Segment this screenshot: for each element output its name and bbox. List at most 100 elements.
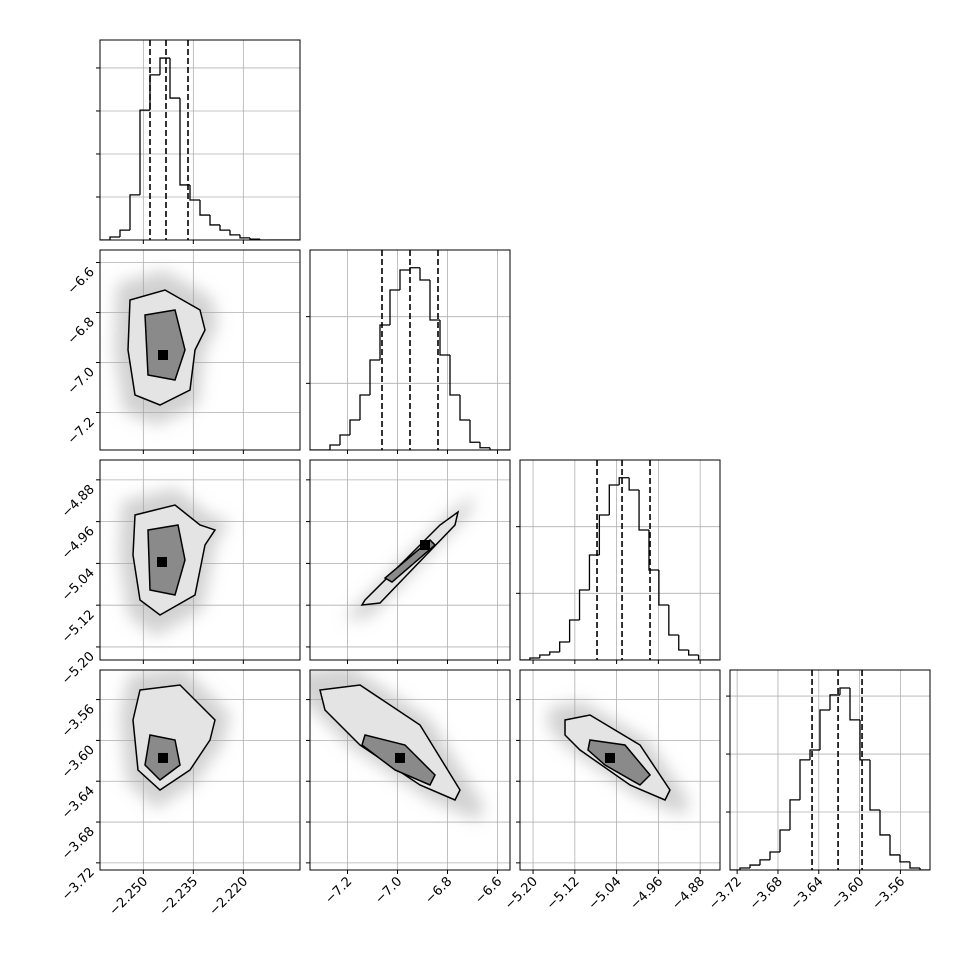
x-tick-label: −2.250 — [107, 874, 152, 919]
panel — [100, 670, 300, 870]
x-tick-label: −4.96 — [627, 874, 666, 913]
panel-frame — [519, 669, 721, 871]
panel — [310, 670, 510, 870]
panel-frame — [519, 459, 721, 661]
x-tick-label: −5.20 — [502, 874, 541, 913]
density-peak — [395, 752, 405, 763]
panel-frame — [99, 249, 301, 451]
x-tick-label: −7.0 — [372, 874, 405, 907]
y-tick-label: −6.6 — [65, 265, 98, 298]
panel-frame — [309, 669, 511, 871]
histogram-step — [668, 605, 679, 636]
histogram-step — [628, 477, 640, 491]
x-tick-label: −3.64 — [788, 874, 827, 913]
histogram-step — [109, 236, 120, 240]
histogram-step — [678, 635, 689, 651]
histogram-step — [638, 490, 649, 531]
histogram-step — [349, 419, 360, 435]
density-peak — [420, 540, 430, 551]
panel-frame — [99, 39, 301, 241]
histogram-step — [159, 57, 170, 75]
density-peak — [158, 350, 168, 360]
x-tick-label: −2.220 — [207, 874, 252, 919]
histogram-step — [697, 655, 709, 660]
histogram-step — [688, 650, 699, 656]
histogram-step — [189, 184, 200, 201]
panel — [100, 460, 300, 660]
panel — [520, 460, 720, 660]
histogram-step — [119, 229, 130, 237]
histogram-step — [409, 267, 420, 270]
histogram-step — [799, 759, 810, 800]
panel — [310, 250, 510, 450]
panel-frame — [309, 249, 511, 451]
y-tick-label: −5.04 — [59, 566, 98, 605]
histogram-step — [568, 619, 580, 642]
histogram-step — [439, 320, 450, 356]
x-tick-label: −6.6 — [472, 874, 505, 907]
histogram-step — [229, 230, 240, 236]
panel — [100, 40, 300, 240]
contour — [587, 739, 652, 786]
histogram-step — [588, 554, 600, 590]
histogram-step — [559, 641, 570, 652]
histogram-step — [739, 867, 750, 870]
x-tick-label: −2.235 — [157, 874, 202, 919]
contour — [144, 309, 186, 381]
histogram-step — [219, 224, 230, 231]
x-tick-label: −3.56 — [869, 874, 908, 913]
histogram-step — [199, 200, 210, 216]
panel-frame — [99, 669, 301, 871]
histogram-step — [529, 657, 540, 660]
histogram-step — [149, 74, 160, 111]
histogram-step — [769, 851, 780, 860]
y-tick-label: −5.12 — [59, 607, 98, 646]
y-tick-label: −4.96 — [59, 524, 98, 563]
panel — [100, 250, 300, 450]
histogram-step — [169, 58, 180, 99]
x-tick-label: −3.60 — [829, 874, 868, 913]
histogram-step — [389, 289, 400, 325]
histogram-step — [129, 194, 140, 231]
histogram-step — [359, 394, 370, 420]
histogram-step — [839, 687, 850, 695]
histogram-step — [658, 570, 669, 606]
histogram-step — [578, 589, 590, 620]
x-tick-label: −3.72 — [706, 874, 745, 913]
histogram-step — [399, 269, 410, 290]
density-peak — [604, 752, 615, 763]
histogram-step — [449, 355, 460, 396]
histogram-step — [819, 709, 830, 750]
histogram-step — [809, 749, 820, 760]
histogram-step — [909, 861, 920, 869]
histogram-step — [608, 484, 620, 515]
x-tick-label: −6.8 — [422, 874, 455, 907]
histogram-step — [849, 687, 860, 721]
panel — [730, 670, 930, 870]
x-tick-label: −5.04 — [586, 874, 625, 913]
panel — [310, 460, 510, 660]
histogram-step — [489, 447, 500, 450]
y-tick-label: −3.64 — [59, 783, 98, 822]
x-tick-label: −3.68 — [747, 874, 786, 913]
histogram-step — [899, 854, 910, 863]
histogram-step — [549, 651, 560, 655]
y-tick-label: −6.8 — [65, 315, 98, 348]
histogram-step — [598, 514, 610, 555]
y-tick-label: −3.72 — [59, 865, 98, 904]
x-tick-label: −7.2 — [322, 874, 355, 907]
panel — [520, 670, 720, 870]
histogram-step — [239, 234, 250, 239]
panel-frame — [729, 669, 931, 871]
y-tick-label: −7.0 — [65, 365, 98, 398]
histogram-step — [459, 395, 470, 421]
histogram-step — [469, 420, 480, 443]
panel-frame — [309, 459, 511, 661]
histogram-step — [139, 109, 150, 195]
histogram-step — [259, 239, 270, 240]
y-tick-label: −5.20 — [59, 649, 98, 688]
contour — [383, 538, 437, 583]
density-peak — [157, 556, 167, 567]
